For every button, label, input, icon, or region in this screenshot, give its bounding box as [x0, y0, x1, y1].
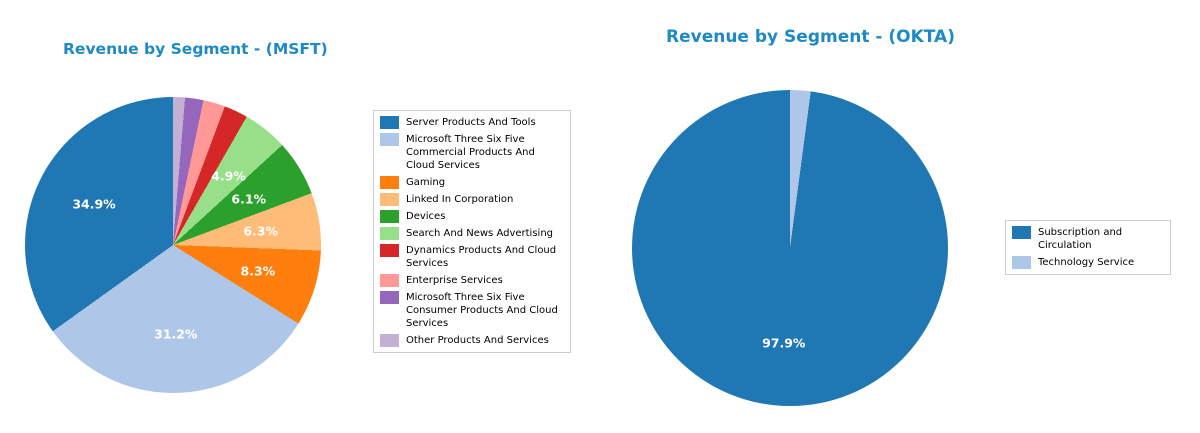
- legend-swatch: [380, 210, 399, 223]
- legend-swatch: [1012, 256, 1031, 269]
- legend-swatch: [380, 176, 399, 189]
- pie-msft: 4.9% 6.1% 6.3% 8.3% 31.2% 34.9%: [25, 97, 321, 393]
- pie-percentage-label: 4.9%: [211, 168, 246, 184]
- legend-item: Subscription and Circulation: [1012, 226, 1162, 252]
- pie-percentage-label: 31.2%: [154, 326, 198, 342]
- legend-item: Server Products And Tools: [380, 116, 562, 129]
- legend-msft: Server Products And Tools Microsoft Three…: [373, 110, 571, 353]
- legend-item: Dynamics Products And Cloud Services: [380, 244, 562, 270]
- legend-item: Enterprise Services: [380, 274, 562, 287]
- legend-label: Server Products And Tools: [406, 117, 536, 128]
- legend-item: Devices: [380, 210, 562, 223]
- legend-label: Technology Service: [1038, 257, 1135, 268]
- legend-swatch: [380, 133, 399, 146]
- legend-swatch: [380, 116, 399, 129]
- legend-item: Microsoft Three Six Five Commercial Prod…: [380, 133, 562, 172]
- pie-percentage-label: 34.9%: [72, 196, 116, 212]
- legend-item: Technology Service: [1012, 256, 1162, 269]
- legend-label: Microsoft Three Six Five Commercial Prod…: [406, 134, 535, 171]
- pie-percentage-label: 8.3%: [240, 263, 276, 279]
- legend-label: Linked In Corporation: [406, 194, 514, 205]
- legend-swatch: [380, 193, 399, 206]
- legend-item: Microsoft Three Six Five Consumer Produc…: [380, 291, 562, 330]
- legend-okta: Subscription and Circulation Technology S…: [1005, 220, 1171, 275]
- legend-label: Other Products And Services: [406, 335, 549, 346]
- legend-label: Search And News Advertising: [406, 228, 554, 239]
- pie-percentage-label: 6.3%: [243, 223, 278, 239]
- legend-item: Search And News Advertising: [380, 227, 562, 240]
- legend-label: Devices: [406, 211, 446, 222]
- legend-swatch: [380, 227, 399, 240]
- pie-percentage-label: 6.1%: [231, 191, 267, 207]
- pie-okta: 97.9%: [632, 90, 948, 406]
- legend-swatch: [380, 291, 399, 304]
- legend-label: Gaming: [406, 177, 446, 188]
- legend-item: Linked In Corporation: [380, 193, 562, 206]
- legend-item: Other Products And Services: [380, 334, 562, 347]
- chart-title-msft: Revenue by Segment - (MSFT): [63, 40, 328, 58]
- chart-title-okta: Revenue by Segment - (OKTA): [666, 27, 955, 47]
- legend-label: Subscription and Circulation: [1038, 227, 1123, 251]
- legend-item: Gaming: [380, 176, 562, 189]
- legend-swatch: [1012, 226, 1031, 239]
- pie-percentage-label: 97.9%: [762, 335, 806, 351]
- legend-swatch: [380, 334, 399, 347]
- legend-swatch: [380, 244, 399, 257]
- legend-label: Dynamics Products And Cloud Services: [406, 245, 557, 269]
- legend-label: Microsoft Three Six Five Consumer Produc…: [406, 292, 558, 329]
- legend-swatch: [380, 274, 399, 287]
- legend-label: Enterprise Services: [406, 275, 503, 286]
